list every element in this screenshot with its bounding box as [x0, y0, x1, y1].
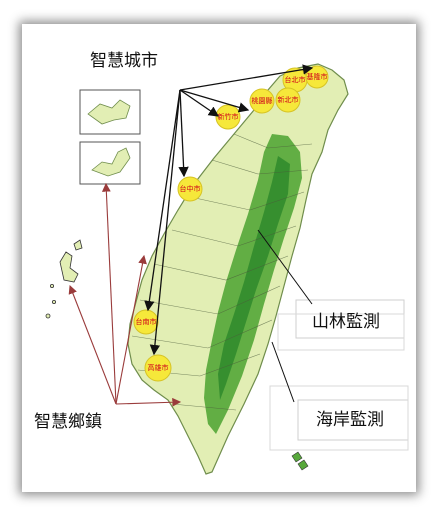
city-label-new-taipei: 新北市 [278, 95, 299, 104]
matsu-islands [87, 99, 131, 125]
city-marker-keelung: 基隆市 [305, 65, 329, 89]
forest-monitoring-callout: 山林監測 [257, 229, 405, 351]
smart-township-label: 智慧鄉鎮 [34, 412, 102, 432]
city-label-tainan: 台南市 [136, 317, 157, 326]
smart-city-arrows [144, 64, 314, 356]
city-marker-hsinchu: 新竹市 [215, 104, 241, 130]
green-island [291, 451, 303, 463]
mountain-peaks [218, 156, 290, 400]
smart-township-arrows [68, 182, 182, 407]
city-label-keelung: 基隆市 [307, 72, 328, 81]
city-marker-new-taipei: 新北市 [275, 87, 301, 113]
taiwan-map: 台北市 基隆市 桃園縣 新北市 新竹市 台中市 台南市 高雄市 智慧城市 智慧鄉… [34, 51, 409, 475]
smart-city-label: 智慧城市 [90, 51, 158, 71]
city-label-hsinchu: 新竹市 [218, 112, 239, 121]
city-label-taichung: 台中市 [180, 184, 201, 193]
city-marker-tainan: 台南市 [133, 309, 159, 335]
kinmen-islands [91, 147, 131, 177]
city-label-kaohsiung: 高雄市 [148, 363, 169, 372]
city-label-taipei: 台北市 [285, 75, 306, 84]
penghu-islands [45, 239, 83, 319]
city-marker-taichung: 台中市 [177, 176, 203, 202]
inset-box-kinmen [79, 141, 141, 185]
coast-monitoring-label: 海岸監測 [316, 410, 384, 430]
city-marker-taoyuan: 桃園縣 [249, 88, 275, 114]
forest-monitoring-label: 山林監測 [312, 312, 380, 332]
map-frame: 台北市 基隆市 桃園縣 新北市 新竹市 台中市 台南市 高雄市 智慧城市 智慧鄉… [22, 24, 416, 492]
orchid-island [297, 459, 309, 471]
city-marker-kaohsiung: 高雄市 [144, 354, 172, 382]
coast-monitoring-callout: 海岸監測 [269, 341, 409, 451]
city-label-taoyuan: 桃園縣 [252, 96, 273, 105]
